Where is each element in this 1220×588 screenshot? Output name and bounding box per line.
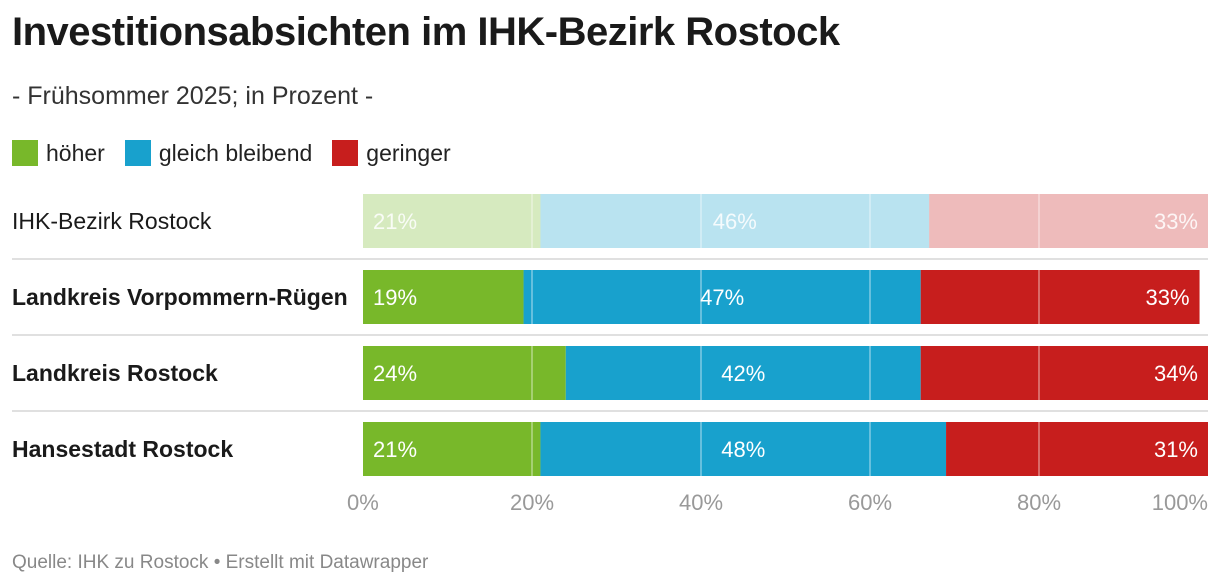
x-tick-label: 40% [679, 490, 723, 515]
bar-segment [946, 422, 1208, 476]
x-tick-label: 100% [1152, 490, 1208, 515]
row-label: Hansestadt Rostock [12, 436, 233, 462]
bar-segment [920, 346, 1208, 400]
bar-segment [363, 194, 541, 248]
legend-swatch-gleich-bleibend [124, 140, 151, 166]
bar-segment [363, 422, 541, 476]
bar-segment [929, 194, 1208, 248]
bar-segment [363, 270, 524, 324]
row-label: Landkreis Rostock [12, 360, 218, 386]
row-label: IHK-Bezirk Rostock [12, 208, 212, 234]
legend-item-geringer: geringer [332, 139, 451, 167]
data-label: 48% [721, 437, 765, 462]
data-label: 31% [1154, 437, 1198, 462]
data-label: 21% [373, 437, 417, 462]
data-label: 47% [700, 285, 744, 310]
stacked-bar-chart: IHK-Bezirk Rostock 21% 46% 33% Landkreis Vor… [12, 194, 1208, 515]
row-label: Landkreis Vorpommern-Rügen [12, 284, 348, 310]
bar-segment [540, 194, 930, 248]
data-label: 21% [373, 209, 417, 234]
bar-segment [565, 346, 921, 400]
legend-label-geringer: geringer [366, 139, 451, 166]
legend-swatch-geringer [332, 140, 359, 166]
bar-segment [920, 270, 1200, 324]
legend-item-hoeher: höher [12, 140, 105, 167]
x-tick-label: 0% [347, 490, 379, 515]
data-label: 19% [373, 285, 417, 310]
x-tick-label: 60% [848, 490, 892, 515]
legend-label-hoeher: höher [46, 139, 105, 166]
legend-swatch-hoeher [12, 140, 38, 166]
x-tick-label: 80% [1017, 490, 1061, 515]
bar-segment [523, 270, 921, 324]
legend-label-gleich-bleibend: gleich bleibend [158, 139, 313, 166]
x-tick-label: 20% [510, 490, 554, 515]
bar-segment [363, 346, 566, 400]
source-note: Quelle: IHK zu Rostock • Erstellt mit Da… [12, 552, 429, 573]
chart-title: Investitionsabsichten im IHK-Bezirk Rost… [12, 10, 840, 54]
data-label: 46% [713, 209, 757, 234]
legend: höher gleich bleibend geringer [12, 137, 471, 169]
data-label: 24% [373, 361, 417, 386]
data-label: 33% [1154, 209, 1198, 234]
data-label: 33% [1146, 285, 1190, 310]
data-label: 34% [1154, 361, 1198, 386]
data-label: 42% [721, 361, 765, 386]
bar-segment [540, 422, 947, 476]
chart-subtitle: - Frühsommer 2025; in Prozent - [12, 82, 374, 110]
legend-item-gleich-bleibend: gleich bleibend [124, 139, 313, 167]
